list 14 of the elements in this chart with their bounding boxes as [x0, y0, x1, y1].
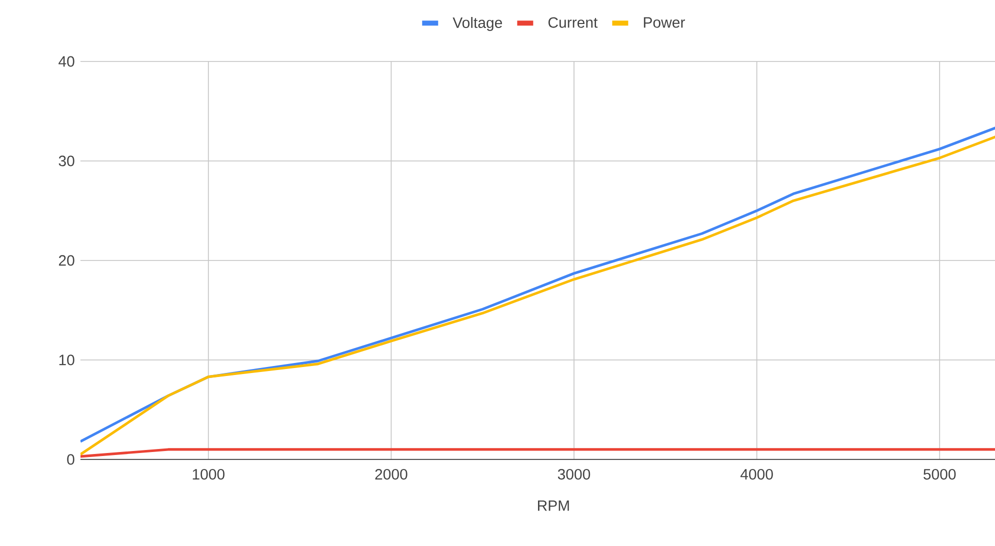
legend-label: Power	[644, 17, 685, 28]
y-tick-label: 30	[58, 156, 74, 166]
x-tick-label: 2000	[375, 468, 408, 480]
x-tick-label: 5000	[924, 468, 956, 480]
y-tick-label: 40	[58, 56, 74, 67]
y-tick-label: 10	[59, 354, 74, 366]
x-tick-label: 4000	[740, 468, 773, 480]
y-tick-label: 0	[67, 454, 74, 465]
legend-label: Voltage	[452, 17, 502, 31]
legend-label: Current	[548, 17, 598, 28]
x-tick-label: 3000	[558, 468, 590, 480]
x-tick-label: 1000	[192, 468, 224, 480]
x-axis-title: RPM	[538, 500, 569, 511]
y-tick-label: 20	[58, 255, 74, 266]
